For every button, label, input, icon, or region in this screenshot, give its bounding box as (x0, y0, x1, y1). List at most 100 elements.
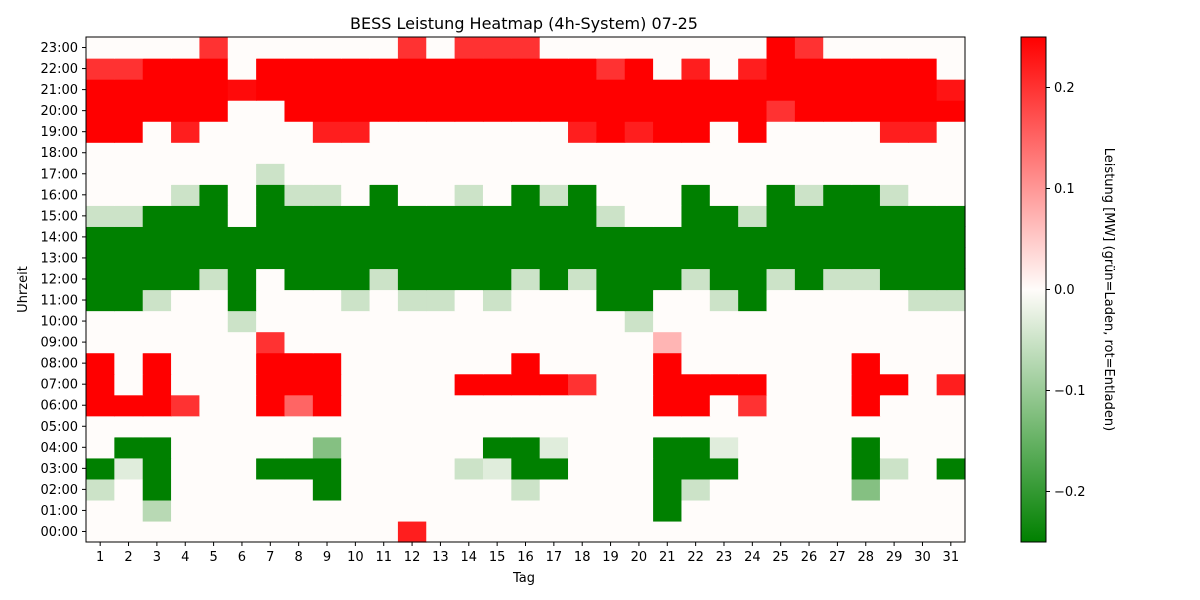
heatmap-cell (936, 79, 966, 101)
heatmap-cell (738, 352, 768, 375)
heatmap-cell (851, 121, 881, 143)
heatmap-cell (341, 457, 371, 480)
heatmap-cell (114, 352, 144, 375)
heatmap-cell (738, 247, 768, 270)
heatmap-cell (341, 184, 371, 206)
colorbar-tick-label: −0.1 (1054, 384, 1086, 399)
heatmap-cell (908, 499, 938, 522)
heatmap-cell (681, 247, 711, 270)
heatmap-cell (114, 457, 144, 480)
heatmap-cell (369, 520, 399, 543)
heatmap-cell (114, 100, 144, 122)
heatmap-cell (596, 394, 626, 417)
heatmap-cell (284, 352, 314, 375)
heatmap-cell (284, 37, 314, 59)
heatmap-cell (312, 163, 342, 185)
chart-title: BESS Leistung Heatmap (4h-System) 07-25 (350, 14, 698, 33)
heatmap-cell (681, 436, 711, 459)
x-tick-label: 19 (602, 550, 619, 565)
heatmap-cell (709, 247, 739, 270)
heatmap-cell (397, 352, 427, 375)
x-tick-label: 1 (96, 550, 104, 565)
heatmap-cell (908, 478, 938, 501)
heatmap-cell (766, 247, 796, 270)
heatmap-cell (879, 394, 909, 417)
heatmap-cell (823, 331, 853, 354)
heatmap-cell (738, 184, 768, 206)
heatmap-cell (653, 163, 683, 185)
heatmap-cell (709, 226, 739, 249)
heatmap-cell (624, 205, 654, 227)
heatmap-cell (568, 310, 597, 333)
heatmap-cell (653, 520, 683, 543)
heatmap-cell (766, 79, 796, 101)
heatmap-cell (766, 121, 796, 143)
x-tick-label: 10 (347, 550, 364, 565)
heatmap-cell (426, 478, 456, 501)
heatmap-cell (539, 457, 569, 480)
heatmap-cell (256, 268, 286, 291)
heatmap-cell (738, 37, 768, 59)
heatmap-cell (766, 163, 796, 185)
heatmap-cell (851, 142, 881, 164)
heatmap-cell (908, 100, 938, 122)
heatmap-cell (199, 58, 229, 80)
heatmap-cell (284, 58, 314, 80)
heatmap-cell (171, 520, 201, 543)
heatmap-cell (142, 373, 172, 396)
heatmap-cell (312, 457, 342, 480)
heatmap-cell (709, 478, 739, 501)
heatmap-cell (142, 415, 172, 438)
heatmap-cell (171, 205, 201, 227)
heatmap-cell (908, 310, 938, 333)
heatmap-cell (171, 37, 201, 59)
heatmap-cell (199, 373, 229, 396)
heatmap-cell (256, 415, 286, 438)
heatmap-cell (681, 142, 711, 164)
heatmap-cell (851, 37, 881, 59)
heatmap-cell (114, 373, 144, 396)
heatmap-cell (709, 373, 739, 396)
heatmap-cell (539, 352, 569, 375)
y-tick-label: 22:00 (41, 62, 78, 77)
heatmap-cell (86, 478, 115, 501)
heatmap-cell (709, 457, 739, 480)
heatmap-cell (454, 121, 484, 143)
heatmap-cell (879, 37, 909, 59)
heatmap-cell (482, 331, 512, 354)
colorbar-label: Leistung [MW] (grün=Laden, rot=Entladen) (1101, 148, 1116, 431)
heatmap-cell (341, 79, 371, 101)
heatmap-cell (596, 415, 626, 438)
heatmap-cell (908, 205, 938, 227)
heatmap-cell (284, 331, 314, 354)
heatmap-cell (879, 121, 909, 143)
heatmap-cell (738, 226, 768, 249)
heatmap-cell (851, 226, 881, 249)
heatmap-cell (171, 289, 201, 312)
heatmap-cell (256, 163, 286, 185)
heatmap-cell (312, 499, 342, 522)
heatmap-cell (369, 310, 399, 333)
heatmap-cell (681, 100, 711, 122)
heatmap-cell (568, 394, 597, 417)
heatmap-cell (879, 247, 909, 270)
heatmap-cell (653, 373, 683, 396)
heatmap-cell (312, 100, 342, 122)
x-tick-label: 13 (432, 550, 449, 565)
heatmap-cell (596, 268, 626, 291)
heatmap-cell (766, 58, 796, 80)
heatmap-cell (738, 142, 768, 164)
heatmap-cell (596, 247, 626, 270)
heatmap-cell (312, 436, 342, 459)
heatmap-cell (312, 310, 342, 333)
heatmap-cell (596, 310, 626, 333)
heatmap-cell (227, 268, 257, 291)
heatmap-cell (256, 247, 286, 270)
heatmap-cell (312, 268, 342, 291)
heatmap-cell (936, 310, 966, 333)
heatmap-cell (86, 331, 115, 354)
heatmap-cell (426, 310, 456, 333)
heatmap-cell (454, 205, 484, 227)
heatmap-cell (142, 394, 172, 417)
heatmap-cell (851, 352, 881, 375)
